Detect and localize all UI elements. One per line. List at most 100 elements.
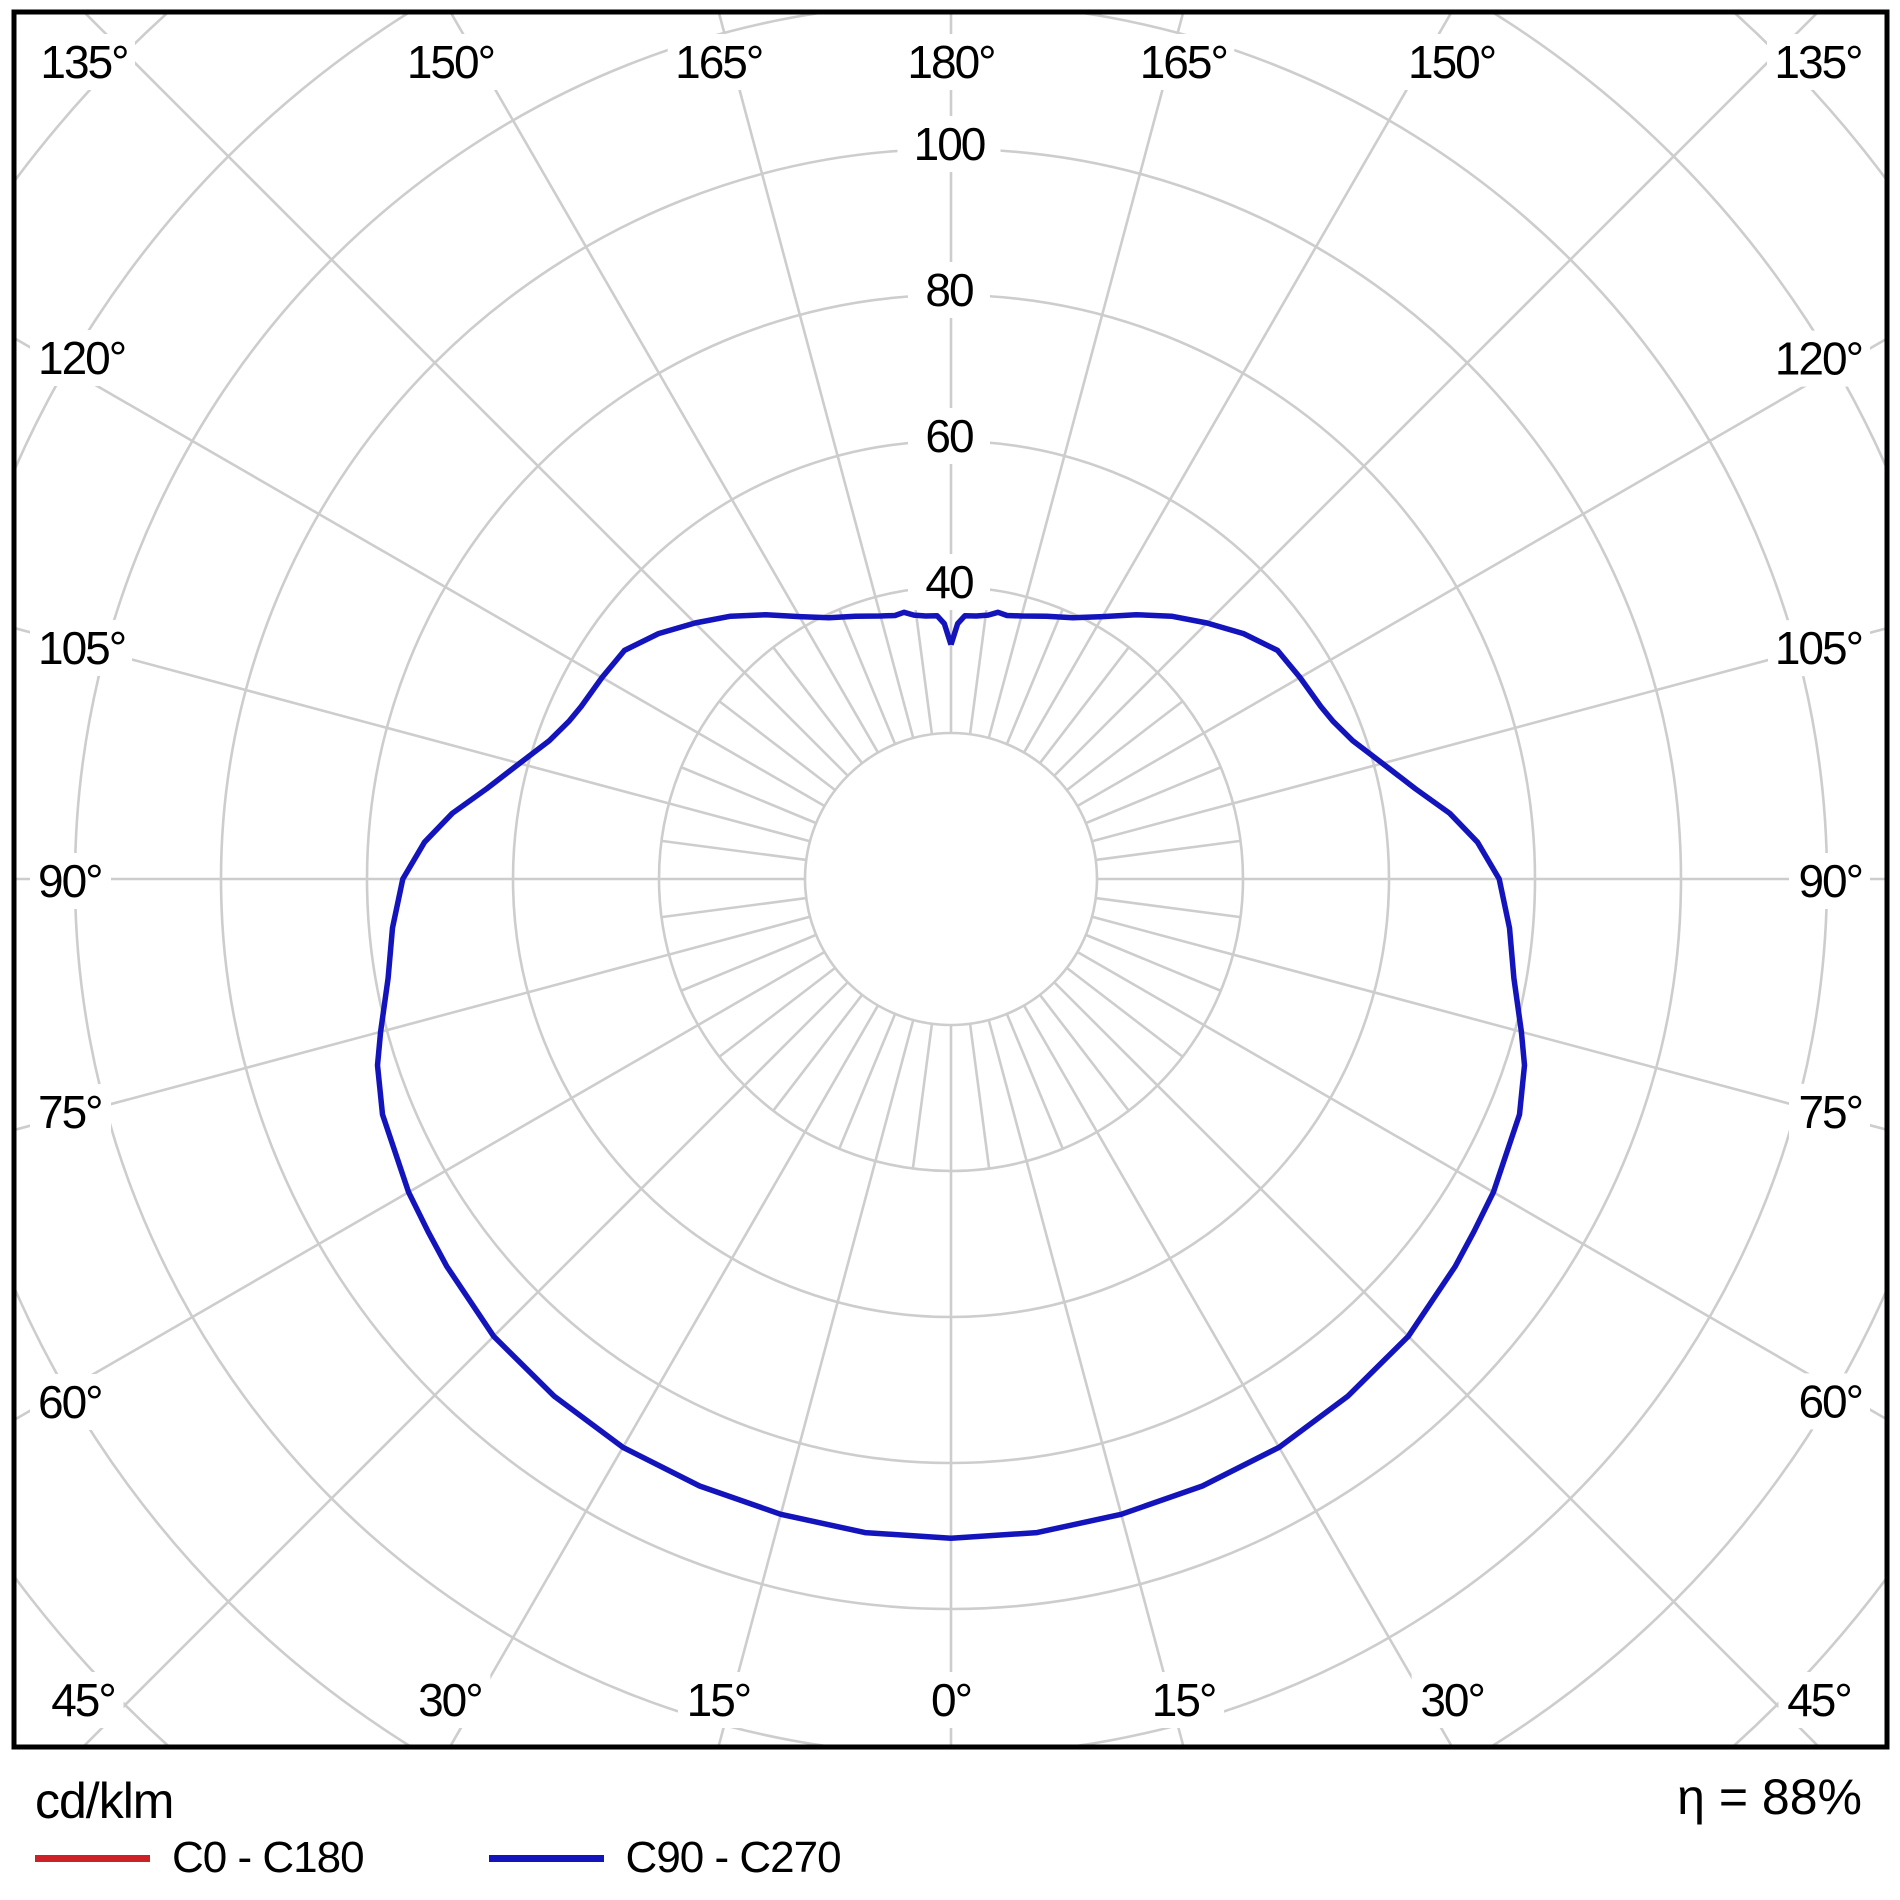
label-mask — [1768, 620, 1870, 677]
grid-spoke-major — [1091, 915, 1885, 1131]
grid-label: 150° — [407, 36, 494, 88]
grid-label: 90° — [38, 855, 102, 907]
grid-label: 120° — [1775, 333, 1862, 385]
label-mask — [409, 1672, 491, 1728]
grid-label: 105° — [38, 622, 125, 674]
grid-spoke-minor — [1038, 646, 1130, 764]
label-mask — [900, 34, 1002, 90]
grid-spoke-major — [16, 627, 811, 843]
grid-spoke-major — [1091, 627, 1885, 843]
grid-spoke-minor — [1005, 608, 1064, 745]
label-mask — [908, 262, 990, 318]
grid-label: 60° — [38, 1376, 102, 1428]
label-mask — [30, 330, 132, 387]
grid-label: 15° — [1152, 1674, 1216, 1726]
grid-spoke-major — [1022, 1004, 1453, 1745]
grid-label: 105° — [1775, 622, 1862, 674]
curves — [374, 609, 1528, 1541]
label-mask — [1767, 34, 1869, 90]
label-mask — [677, 1672, 759, 1728]
grid-spoke-minor — [772, 994, 864, 1112]
label-mask — [42, 1672, 124, 1728]
grid-spoke-minor — [968, 1023, 991, 1169]
grid-label: 180° — [907, 36, 994, 88]
label-mask — [1400, 34, 1503, 90]
label-mask — [1768, 330, 1870, 387]
grid-spoke-major — [449, 1004, 880, 1745]
label-mask — [908, 554, 990, 610]
grid-spoke-minor — [1085, 766, 1222, 825]
grid-spoke-major — [16, 950, 826, 1421]
grid-spoke-minor — [1085, 933, 1222, 992]
grid-spoke-minor — [911, 1023, 934, 1169]
grid-spoke-minor — [838, 1013, 897, 1150]
legend: C0 - C180 C90 - C270 — [35, 1833, 966, 1883]
plot-frame — [11, 9, 1890, 1750]
grid-label: 80 — [925, 264, 973, 316]
grid-spoke-major — [1022, 14, 1452, 754]
grid-spoke-minor — [1038, 994, 1130, 1112]
efficiency-label: η = 88% — [1677, 1769, 1862, 1825]
grid-spoke-major — [717, 14, 915, 739]
grid-label: 120° — [38, 332, 125, 384]
label-mask — [1411, 1672, 1493, 1728]
grid-spoke-major — [987, 1019, 1185, 1745]
grid-label: 150° — [1408, 36, 1495, 88]
grid-label: 30° — [1420, 1674, 1484, 1726]
grid-label: 0° — [931, 1674, 971, 1726]
label-mask — [30, 853, 111, 909]
label-mask — [1789, 1373, 1870, 1430]
label-mask — [1789, 1083, 1870, 1140]
label-mask — [921, 1672, 981, 1728]
label-mask — [908, 408, 990, 464]
grid-label: 75° — [38, 1086, 102, 1138]
label-mask — [33, 34, 135, 90]
grid-spoke-minor — [1095, 896, 1241, 919]
grid-label: 135° — [40, 36, 127, 88]
grid-spoke-minor — [718, 966, 836, 1058]
grid-spoke-major — [1076, 950, 1885, 1420]
label-mask — [30, 1373, 111, 1430]
grid-label: 90° — [1798, 855, 1862, 907]
grid-label: 40 — [925, 556, 973, 608]
label-mask — [667, 34, 770, 90]
grid-spoke-major — [1053, 981, 1819, 1745]
grid-spoke-major — [717, 1019, 915, 1745]
legend-swatch-c90-c270 — [488, 1854, 604, 1862]
grid-spoke-minor — [661, 896, 807, 919]
grid-label: 75° — [1798, 1086, 1862, 1138]
grid-spoke-minor — [1066, 966, 1184, 1058]
label-mask — [1143, 1672, 1225, 1728]
grid-spoke-minor — [718, 700, 836, 792]
grid-spoke-major — [1076, 338, 1885, 808]
grid-spoke-minor — [1005, 1013, 1064, 1150]
label-mask — [897, 116, 1001, 172]
grid-spoke-major — [84, 14, 849, 777]
grid-spoke-major — [1053, 14, 1818, 777]
legend-label-c0-c180: C0 - C180 — [172, 1833, 365, 1882]
legend-swatch-c0-c180 — [35, 1854, 150, 1862]
grid-spoke-major — [16, 915, 811, 1131]
grid-spoke-major — [16, 337, 826, 808]
grid-label: 165° — [1140, 36, 1227, 88]
label-mask — [1778, 1672, 1860, 1728]
grid-spoke-minor — [772, 646, 864, 764]
grid-spoke-minor — [1095, 839, 1241, 862]
grid-spoke-major — [83, 981, 849, 1745]
label-mask — [399, 34, 502, 90]
grid-spoke-major — [987, 14, 1185, 739]
grid-spoke-minor — [680, 766, 817, 825]
grid-label: 165° — [675, 36, 762, 88]
grid-spoke-minor — [838, 608, 897, 745]
label-mask — [1789, 853, 1870, 909]
label-mask — [1132, 34, 1235, 90]
grid-label: 60° — [1798, 1375, 1862, 1427]
label-mask — [30, 1084, 111, 1141]
grid-spoke-minor — [1066, 700, 1184, 792]
grid-spoke-major — [450, 14, 880, 754]
grid-label: 60 — [925, 410, 973, 462]
label-mask — [30, 619, 132, 676]
curve-c90-c270 — [374, 609, 1528, 1541]
